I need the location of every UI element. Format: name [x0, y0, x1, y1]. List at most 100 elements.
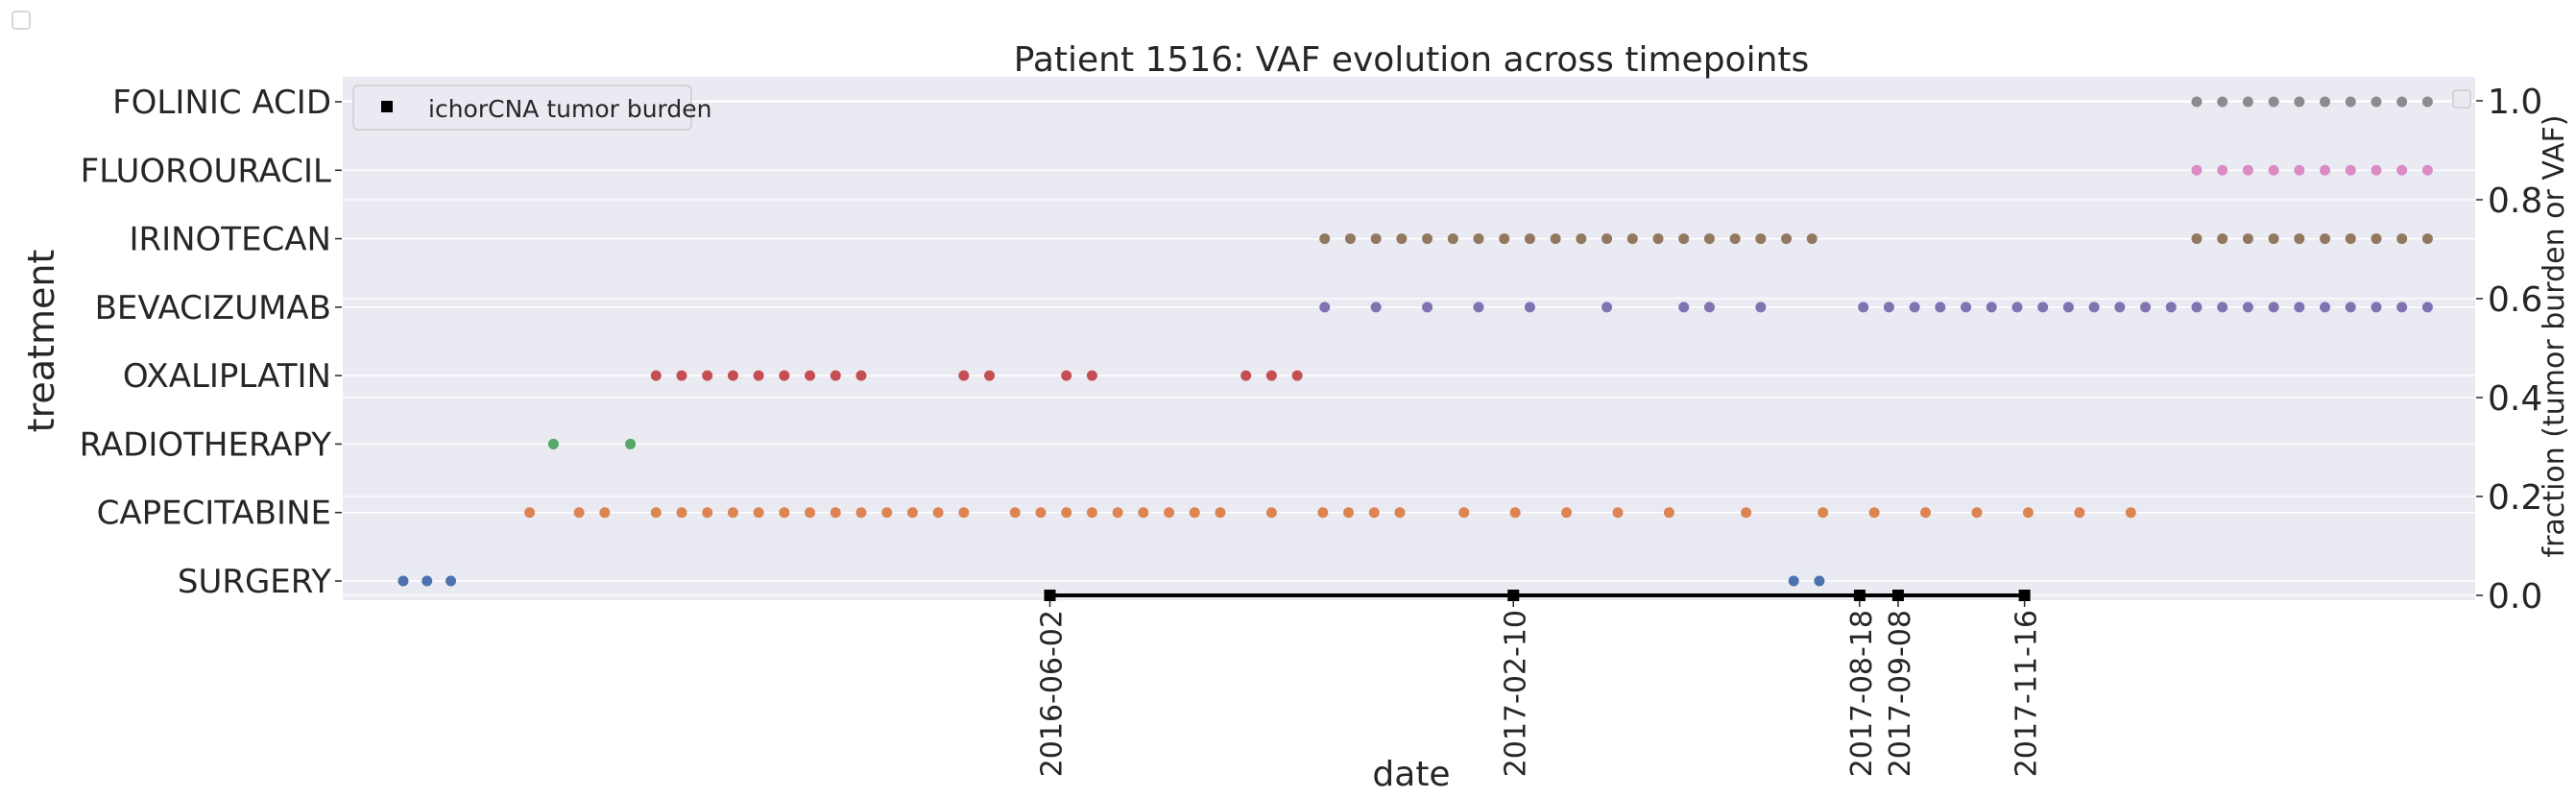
treatment-point [2037, 302, 2049, 313]
treatment-point [2062, 302, 2074, 313]
right-tick-label: 0.2 [2488, 478, 2542, 518]
treatment-point [1868, 507, 1880, 519]
treatment-point [2242, 233, 2253, 245]
legend-frame [352, 85, 692, 131]
treatment-point [1601, 233, 1613, 245]
treatment-point [1394, 507, 1406, 519]
legend: ichorCNA tumor burden [352, 85, 711, 131]
treatment-point [1086, 370, 1097, 381]
treatment-point [1755, 233, 1767, 245]
treatment-point [676, 507, 687, 519]
treatment-point [1550, 233, 1561, 245]
treatment-point [2217, 96, 2228, 108]
treatment-point [1086, 507, 1097, 519]
treatment-point [1343, 507, 1355, 519]
treatment-point [547, 438, 559, 449]
treatment-point [830, 507, 841, 519]
treatment-point [2320, 302, 2331, 313]
left-tick-label: SURGERY [178, 563, 331, 601]
treatment-point [2371, 164, 2382, 176]
left-tick-label: RADIOTHERAPY [80, 425, 332, 464]
treatment-point [1458, 507, 1470, 519]
axes: SURGERY CAPECITABINE RADIOTHERAPY OXALIPLAT… [80, 83, 2543, 777]
treatment-point [2294, 164, 2305, 176]
treatment-point [1189, 507, 1200, 519]
treatment-point [1883, 302, 1894, 313]
treatment-point [2268, 233, 2279, 245]
treatment-point [2396, 233, 2408, 245]
treatment-point [1652, 233, 1664, 245]
treatment-point [1344, 233, 1356, 245]
treatment-point [1755, 302, 1767, 313]
treatment-point [2242, 96, 2253, 108]
right-tick-label: 0.0 [2488, 577, 2542, 617]
grid [343, 100, 2475, 596]
treatment-point [2345, 302, 2356, 313]
x-tick-label: 2017-02-10 [1499, 610, 1532, 777]
treatment-point [1473, 233, 1484, 245]
treatment-point [855, 370, 867, 381]
treatment-point [702, 370, 713, 381]
treatment-point [779, 370, 790, 381]
treatment-point [906, 507, 918, 519]
treatment-point [2320, 96, 2331, 108]
treatment-point [2421, 302, 2433, 313]
treatment-point [1678, 302, 1690, 313]
left-tick-label: OXALIPLATIN [123, 357, 331, 396]
treatment-point [2294, 233, 2305, 245]
treatment-point [855, 507, 867, 519]
y-axis-label-right: fraction (tumor burden or VAF) [2538, 115, 2571, 558]
treatment-point [1317, 507, 1329, 519]
right-tick-label: 0.8 [2488, 181, 2542, 221]
treatment-point [1561, 507, 1573, 519]
treatment-point [2320, 164, 2331, 176]
treatment-point [958, 507, 970, 519]
left-tick-label: FLUOROURACIL [81, 152, 331, 190]
treatment-point [1215, 507, 1226, 519]
empty-legend-box [2452, 89, 2471, 109]
treatment-point [2191, 302, 2203, 313]
treatment-point [1319, 233, 1331, 245]
treatment-point [1703, 302, 1715, 313]
treatment-point [805, 370, 816, 381]
treatment-point [1781, 233, 1793, 245]
treatment-point [1612, 507, 1624, 519]
treatment-point [753, 507, 764, 519]
treatment-point [397, 575, 409, 587]
treatment-point [2294, 96, 2305, 108]
treatment-point [1265, 370, 1277, 381]
treatment-point [830, 370, 841, 381]
treatment-point [984, 370, 996, 381]
x-tick-label: 2017-08-18 [1845, 610, 1879, 777]
treatment-point [2371, 302, 2382, 313]
treatment-point [805, 507, 816, 519]
treatment-point [2191, 96, 2203, 108]
treatment-point [1814, 575, 1825, 587]
treatment-point [650, 507, 662, 519]
tumor-burden-point [1891, 590, 1904, 601]
treatment-point [2191, 233, 2203, 245]
treatment-point [1035, 507, 1047, 519]
series-layer [397, 96, 2433, 601]
treatment-point [1858, 302, 1869, 313]
treatment-point [1524, 302, 1535, 313]
treatment-point [2268, 302, 2279, 313]
treatment-point [1818, 507, 1829, 519]
treatment-point [2345, 164, 2356, 176]
treatment-point [1396, 233, 1408, 245]
treatment-point [2320, 233, 2331, 245]
left-tick-label: CAPECITABINE [97, 495, 331, 533]
treatment-point [2396, 96, 2408, 108]
treatment-point [1009, 507, 1021, 519]
treatment-point [1678, 233, 1690, 245]
left-tick-label: IRINOTECAN [129, 221, 331, 259]
treatment-point [2345, 233, 2356, 245]
treatment-point [1909, 302, 1920, 313]
treatment-point [932, 507, 944, 519]
legend-label: ichorCNA tumor burden [428, 95, 711, 123]
treatment-point [2011, 302, 2023, 313]
treatment-point [753, 370, 764, 381]
x-tick-label: 2016-06-02 [1036, 610, 1070, 777]
treatment-point [1138, 507, 1149, 519]
